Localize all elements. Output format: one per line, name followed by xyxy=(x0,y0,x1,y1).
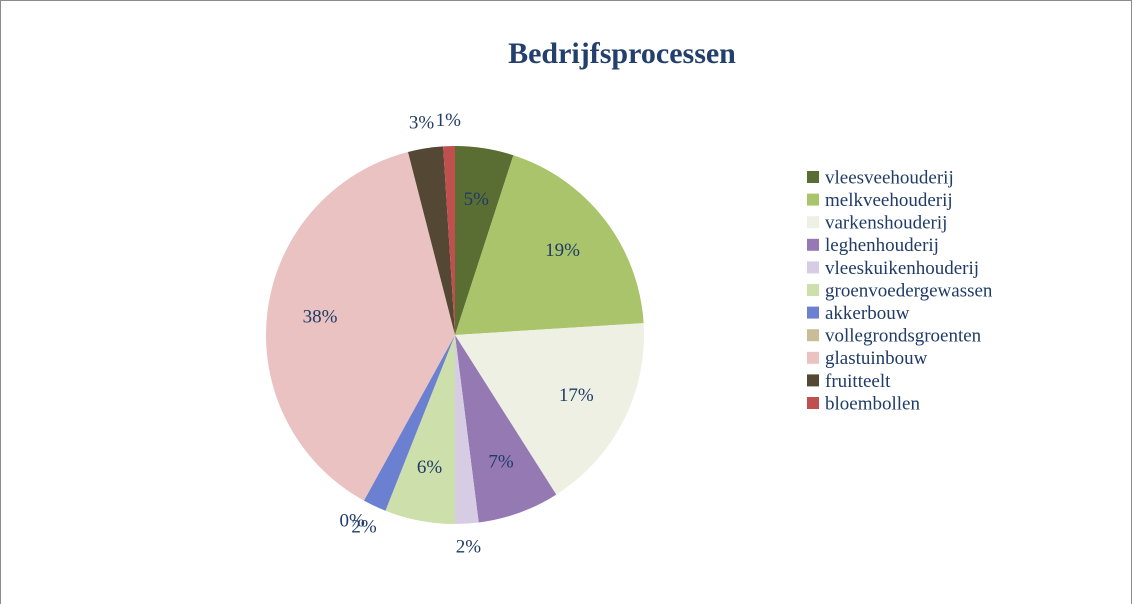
legend-label: vleeskuikenhouderij xyxy=(825,258,979,279)
legend-swatch xyxy=(807,374,819,387)
pie-slice xyxy=(455,335,479,524)
data-label: 17% xyxy=(559,385,594,406)
legend-swatch xyxy=(807,329,819,342)
legend-label: vollegrondsgroenten xyxy=(825,326,982,347)
legend-label: glastuinbouw xyxy=(825,348,928,369)
legend-swatch xyxy=(807,171,819,183)
legend-label: leghenhouderij xyxy=(825,235,939,256)
legend-swatch xyxy=(807,351,819,364)
data-label: 6% xyxy=(417,457,443,478)
legend-label: bloembollen xyxy=(825,393,920,414)
pie-slice xyxy=(455,335,557,523)
legend-swatch xyxy=(807,193,819,206)
legend-label: melkveehouderij xyxy=(825,190,953,211)
pie-slice xyxy=(455,146,514,335)
legend-swatch xyxy=(807,216,819,229)
data-label: 0% xyxy=(339,511,365,532)
data-label: 3% xyxy=(409,112,435,133)
pie-slice xyxy=(443,146,455,335)
data-label: 1% xyxy=(436,110,462,131)
pie-slice xyxy=(363,335,455,511)
data-label: 5% xyxy=(464,189,490,210)
legend-label: fruitteelt xyxy=(825,371,891,392)
pie-slice xyxy=(266,151,455,501)
legend-label: varkenshouderij xyxy=(825,213,947,234)
data-label: 2% xyxy=(351,517,377,538)
legend-label: akkerbouw xyxy=(825,303,910,324)
data-label: 7% xyxy=(488,451,514,472)
legend-swatch xyxy=(807,397,819,409)
legend-swatch xyxy=(807,284,819,296)
data-label: 2% xyxy=(456,537,482,558)
pie-slice xyxy=(455,155,644,335)
pie-slice xyxy=(455,323,644,495)
legend-label: vleesveehouderij xyxy=(825,167,954,188)
data-label: 38% xyxy=(303,306,338,327)
legend-swatch xyxy=(807,238,819,251)
legend-swatch xyxy=(807,261,819,274)
pie-slice xyxy=(385,335,455,524)
legend-swatch xyxy=(807,306,819,319)
legend-label: groenvoedergewassen xyxy=(825,280,993,301)
chart-title: Bedrijfsprocessen xyxy=(508,37,736,70)
pie-slice xyxy=(407,146,455,335)
data-label: 19% xyxy=(545,240,580,261)
